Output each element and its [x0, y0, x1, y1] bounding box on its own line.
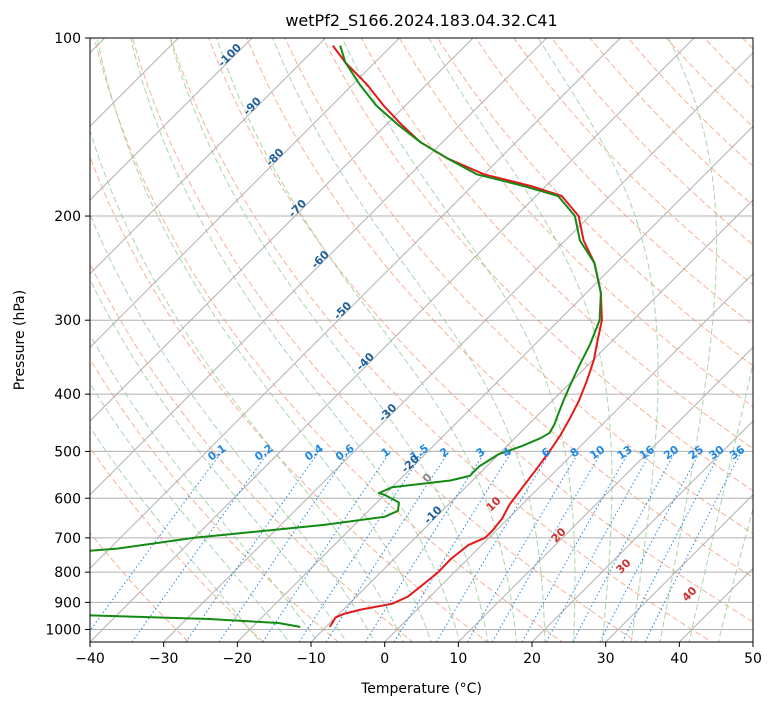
chart-title: wetPf2_S166.2024.183.04.32.C41	[285, 11, 557, 31]
x-tick-label: −10	[296, 651, 326, 667]
mixing-ratio-line	[90, 451, 223, 632]
x-axis-ticks: −40 −30 −20 −10 0 10 20 30 40 50	[75, 642, 762, 667]
mixing-ratio-line	[545, 451, 652, 642]
mixing-ratio-line	[521, 451, 630, 642]
y-tick-label: 900	[54, 595, 81, 611]
x-tick-label: −40	[75, 651, 105, 667]
dry-adiabat-line	[90, 155, 489, 642]
x-tick-label: −20	[223, 651, 253, 667]
dry-adiabat-line	[169, 38, 713, 642]
dry-adiabat-line	[284, 38, 753, 535]
isotherm-line	[90, 38, 695, 642]
y-tick-label: 1000	[45, 622, 81, 638]
y-tick-label: 500	[54, 444, 81, 460]
temperature-profile-line	[328, 45, 603, 628]
isotherm-grid	[90, 38, 753, 642]
moist-adiabat-line	[216, 38, 518, 642]
y-tick-label: 800	[54, 565, 81, 581]
mixing-ratio-line	[644, 451, 742, 642]
mixing-ratio-lines	[90, 451, 742, 642]
y-tick-label: 200	[54, 209, 81, 225]
isotherm-line	[384, 272, 753, 642]
mixing-ratio-line	[218, 451, 351, 642]
plot-frame	[89, 37, 754, 643]
y-tick-label: 600	[54, 491, 81, 507]
mixing-ratio-line	[621, 451, 722, 642]
isotherm-line	[310, 199, 753, 642]
isotherm-line	[236, 125, 753, 642]
dry-adiabat-line	[90, 262, 414, 642]
mixing-ratio-line	[298, 451, 425, 642]
dry-adiabat-line	[475, 38, 753, 326]
isotherm-line	[90, 38, 253, 201]
y-axis-label: Pressure (hPa)	[12, 290, 28, 390]
x-tick-label: −30	[149, 651, 179, 667]
isotherm-line	[531, 420, 753, 642]
y-tick-label: 300	[54, 313, 81, 329]
dry-adiabats	[90, 38, 753, 642]
mixing-ratio-line	[325, 451, 450, 642]
x-axis-label: Temperature (°C)	[360, 681, 482, 697]
x-tick-label: 0	[380, 651, 389, 667]
mixing-ratio-line	[262, 451, 391, 642]
dry-adiabat-line	[90, 446, 265, 642]
y-tick-label: 400	[54, 387, 81, 403]
mixing-ratio-line	[572, 451, 676, 642]
isotherm-line	[90, 38, 621, 570]
y-tick-label: 700	[54, 531, 81, 547]
isotherm-line	[90, 38, 327, 275]
dewpoint-profile-line	[90, 45, 602, 628]
isotherm-line	[605, 493, 753, 642]
mixing-ratio-line	[393, 451, 513, 642]
dry-adiabat-line	[360, 38, 753, 450]
isotherm-line	[90, 38, 400, 349]
dry-adiabat-line	[131, 38, 638, 642]
isotherm-line	[90, 38, 474, 422]
dry-adiabat-line	[246, 38, 753, 578]
x-tick-label: 50	[744, 651, 762, 667]
dry-adiabat-line	[208, 38, 753, 623]
isotherm-line	[163, 51, 753, 642]
mixing-ratio-line	[131, 451, 270, 642]
x-tick-label: 40	[670, 651, 688, 667]
profile-series	[90, 45, 603, 628]
isotherm-line	[90, 38, 548, 496]
dry-adiabat-line	[93, 38, 564, 642]
y-axis-ticks: 1000 900 800 700 600 500 400 300 200 100	[45, 31, 90, 638]
x-tick-label: 10	[449, 651, 467, 667]
x-tick-label: 30	[597, 651, 615, 667]
isotherm-line	[457, 346, 753, 642]
y-tick-label: 100	[54, 31, 81, 47]
x-tick-label: 20	[523, 651, 541, 667]
moist-adiabat-line	[96, 38, 433, 642]
